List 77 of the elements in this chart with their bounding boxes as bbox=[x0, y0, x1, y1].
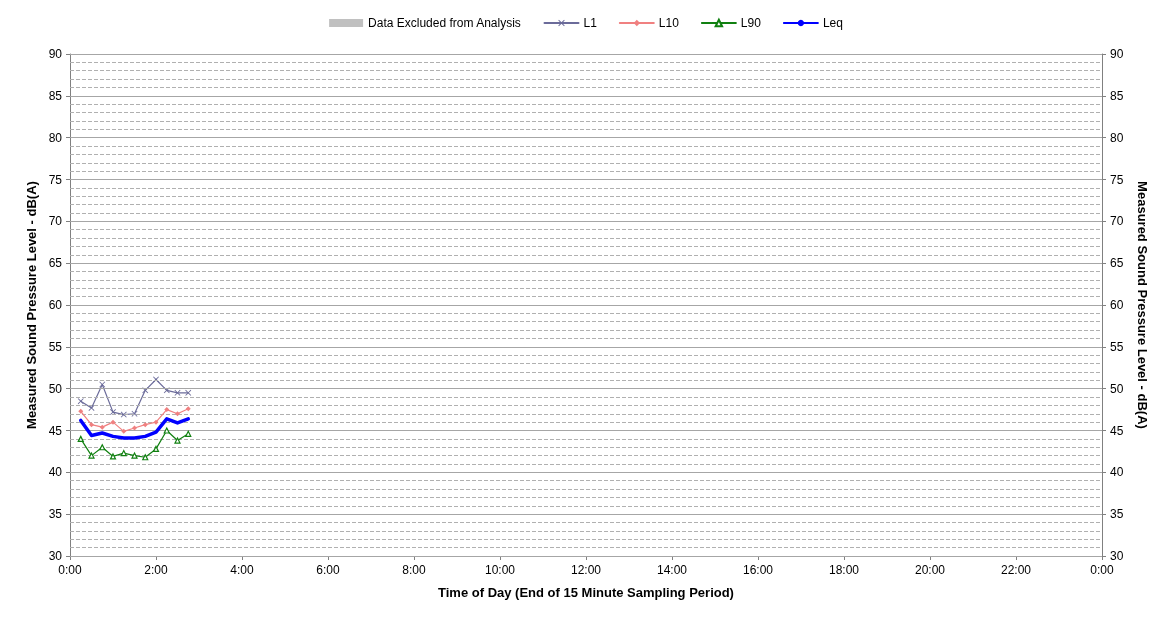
x-tick-label: 20:00 bbox=[914, 563, 946, 577]
point bbox=[174, 437, 181, 444]
point bbox=[142, 422, 148, 428]
y2-tick-label: 80 bbox=[1110, 130, 1124, 145]
y2-tick-label: 55 bbox=[1110, 339, 1124, 354]
point bbox=[78, 408, 84, 414]
point bbox=[89, 422, 94, 428]
legend-label: L10 bbox=[658, 16, 680, 30]
x-tick-label: 12:00 bbox=[570, 563, 602, 577]
line-series bbox=[79, 417, 190, 440]
x-tick-label: 22:00 bbox=[1000, 563, 1032, 577]
point bbox=[185, 406, 191, 412]
y-tick-label: 50 bbox=[48, 381, 63, 396]
y2-tick-label: 85 bbox=[1110, 88, 1124, 103]
point bbox=[132, 425, 137, 431]
point bbox=[88, 452, 95, 459]
x-tick-label: 16:00 bbox=[742, 563, 774, 577]
y2-tick-label: 60 bbox=[1110, 298, 1124, 312]
point bbox=[109, 453, 117, 460]
point bbox=[164, 407, 170, 413]
y-tick-label: 90 bbox=[48, 47, 63, 61]
point bbox=[153, 376, 159, 383]
legend-label: L90 bbox=[740, 16, 762, 30]
point bbox=[121, 428, 127, 434]
y2-tick-label: 70 bbox=[1110, 214, 1124, 229]
x-tick-label: 18:00 bbox=[828, 563, 860, 577]
legend-label: Data Excluded from Analysis bbox=[368, 16, 521, 30]
point bbox=[77, 398, 84, 405]
y-axis-title: Measured Sound Pressure Level - dB(A) bbox=[23, 181, 39, 429]
point bbox=[77, 435, 84, 442]
point bbox=[175, 411, 180, 417]
x-tick-label: 8:00 bbox=[402, 563, 426, 577]
y-tick-label: 85 bbox=[48, 88, 63, 103]
y2-tick-label: 40 bbox=[1110, 465, 1124, 480]
point bbox=[152, 445, 160, 453]
y-tick-label: 60 bbox=[48, 298, 63, 312]
x-tick-label: 4:00 bbox=[230, 563, 254, 577]
y-tick-label: 45 bbox=[48, 423, 63, 438]
x-tick-label: 6:00 bbox=[316, 563, 340, 577]
x-tick-label: 10:00 bbox=[484, 563, 516, 577]
y-tick-label: 75 bbox=[48, 172, 63, 187]
y-tick-label: 55 bbox=[48, 339, 63, 354]
legend-label: Leq bbox=[822, 16, 843, 30]
y-tick-label: 70 bbox=[48, 214, 63, 229]
point bbox=[88, 404, 95, 411]
point bbox=[110, 409, 116, 416]
y-tick-label: 65 bbox=[48, 256, 63, 271]
x-tick-label: 0:00 bbox=[1090, 563, 1114, 577]
y-tick-label: 40 bbox=[48, 465, 63, 480]
point bbox=[153, 419, 159, 425]
x-tick-label: 14:00 bbox=[656, 563, 688, 577]
y2-tick-label: 65 bbox=[1110, 256, 1124, 271]
point bbox=[99, 444, 106, 451]
x-axis-title: Time of Day (End of 15 Minute Sampling Period) bbox=[438, 585, 734, 600]
y-tick-label: 80 bbox=[48, 130, 63, 145]
y2-tick-label: 50 bbox=[1110, 381, 1124, 396]
point bbox=[185, 389, 192, 396]
point bbox=[110, 419, 116, 425]
point bbox=[131, 452, 138, 459]
point bbox=[120, 449, 127, 457]
x-tick-label: 2:00 bbox=[144, 563, 168, 577]
y2-tick-label: 45 bbox=[1110, 423, 1124, 438]
point bbox=[142, 454, 149, 461]
point bbox=[163, 427, 170, 434]
x-tick-label: 0:00 bbox=[58, 563, 82, 577]
y2-axis-title: Measured Sound Pressure Level - dB(A) bbox=[1135, 181, 1150, 429]
point bbox=[142, 387, 149, 394]
point bbox=[185, 430, 192, 437]
point bbox=[163, 387, 170, 394]
y-tick-label: 30 bbox=[48, 549, 63, 563]
y2-tick-label: 90 bbox=[1110, 47, 1124, 61]
point bbox=[99, 424, 105, 430]
y2-tick-label: 75 bbox=[1110, 172, 1124, 187]
legend-label: L1 bbox=[583, 16, 598, 30]
y2-tick-label: 35 bbox=[1110, 507, 1124, 522]
y-tick-label: 35 bbox=[48, 507, 63, 522]
y2-tick-label: 30 bbox=[1110, 549, 1124, 563]
